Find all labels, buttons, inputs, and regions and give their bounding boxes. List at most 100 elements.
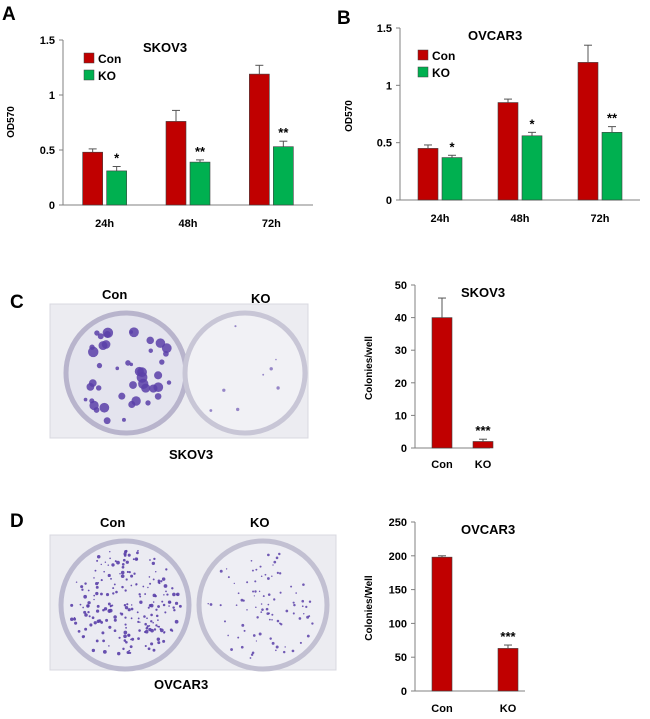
- colony: [267, 603, 270, 606]
- colony: [293, 603, 296, 607]
- colony: [79, 603, 82, 606]
- colony: [305, 605, 308, 609]
- colony: [109, 605, 112, 608]
- colony: [209, 409, 213, 412]
- colony: [83, 610, 87, 614]
- colony: [113, 615, 117, 619]
- colony: [241, 623, 245, 627]
- colony: [157, 605, 160, 608]
- bar: [165, 121, 187, 206]
- colony: [253, 595, 255, 597]
- colony: [154, 393, 162, 400]
- colony: [145, 400, 151, 406]
- colony: [81, 588, 84, 591]
- colony: [138, 629, 141, 632]
- colony: [115, 366, 120, 371]
- legend-label: Con: [98, 52, 121, 66]
- colony: [112, 587, 115, 590]
- colony: [157, 579, 161, 583]
- colony: [178, 604, 182, 608]
- colony: [219, 569, 223, 573]
- significance-label: *: [114, 151, 120, 166]
- colony: [123, 630, 128, 635]
- colony: [149, 582, 152, 585]
- colony: [159, 628, 164, 633]
- colony: [149, 384, 158, 393]
- colony: [129, 651, 132, 654]
- colony: [262, 373, 265, 376]
- colony: [256, 616, 259, 619]
- chart-skov3-od570: 0 0.5 1 1.5 SKOV3 OD570 24h * 48h ** 72h ** Con KO: [6, 35, 313, 230]
- bar: [441, 157, 463, 201]
- colony: [149, 559, 151, 561]
- colony: [276, 619, 280, 623]
- colony: [102, 608, 105, 612]
- colony: [73, 616, 76, 619]
- colony: [137, 617, 140, 620]
- colony: [107, 564, 110, 566]
- colony: [272, 564, 274, 566]
- colony: [266, 577, 270, 580]
- colony: [227, 634, 229, 637]
- colony: [155, 571, 157, 573]
- colony: [301, 605, 304, 608]
- colony: [169, 601, 172, 604]
- colony: [121, 563, 125, 566]
- colony: [145, 626, 149, 630]
- legend-swatch: [83, 52, 95, 64]
- colony: [139, 600, 143, 604]
- colony: [125, 640, 128, 644]
- colony: [130, 574, 134, 578]
- colony: [93, 621, 97, 625]
- colony: [139, 621, 141, 623]
- colony: [284, 646, 286, 648]
- colony: [138, 378, 149, 389]
- well-ko: [182, 310, 308, 436]
- colony: [240, 598, 244, 602]
- colony: [168, 605, 170, 607]
- colony: [129, 381, 137, 389]
- x-tick-label: 24h: [95, 218, 114, 230]
- colony: [237, 636, 240, 639]
- x-tick-label: KO: [500, 703, 517, 715]
- colony: [103, 607, 108, 611]
- colony: [175, 593, 178, 596]
- significance-label: ***: [500, 629, 516, 644]
- colony: [259, 565, 262, 568]
- colony: [158, 625, 161, 628]
- y-tick-label: 150: [389, 585, 407, 597]
- colony: [123, 634, 127, 639]
- colony: [122, 647, 125, 651]
- colony: [96, 362, 103, 369]
- colony: [127, 608, 131, 612]
- colony: [306, 634, 310, 638]
- colony: [173, 608, 176, 612]
- x-tick-label: 72h: [262, 218, 281, 230]
- colony: [161, 343, 172, 354]
- colony: [172, 592, 176, 597]
- colony: [87, 601, 91, 605]
- chart-title: SKOV3: [461, 285, 505, 300]
- colony: [100, 621, 104, 624]
- colony: [160, 580, 163, 583]
- colony: [264, 573, 267, 576]
- colony-dots: [83, 325, 280, 425]
- colony: [161, 577, 166, 581]
- colony: [104, 561, 107, 563]
- colony: [251, 651, 255, 654]
- colony: [144, 644, 147, 648]
- colony: [131, 637, 135, 641]
- colony: [83, 397, 88, 402]
- colony: [290, 585, 293, 588]
- colony: [137, 637, 140, 641]
- colony: [171, 587, 174, 590]
- colony: [269, 637, 272, 640]
- colony: [285, 609, 289, 613]
- colony: [107, 573, 111, 578]
- colony: [127, 553, 131, 557]
- colony: [96, 559, 99, 562]
- y-tick-label: 250: [389, 517, 407, 529]
- colony: [102, 649, 107, 654]
- colony: [252, 634, 256, 637]
